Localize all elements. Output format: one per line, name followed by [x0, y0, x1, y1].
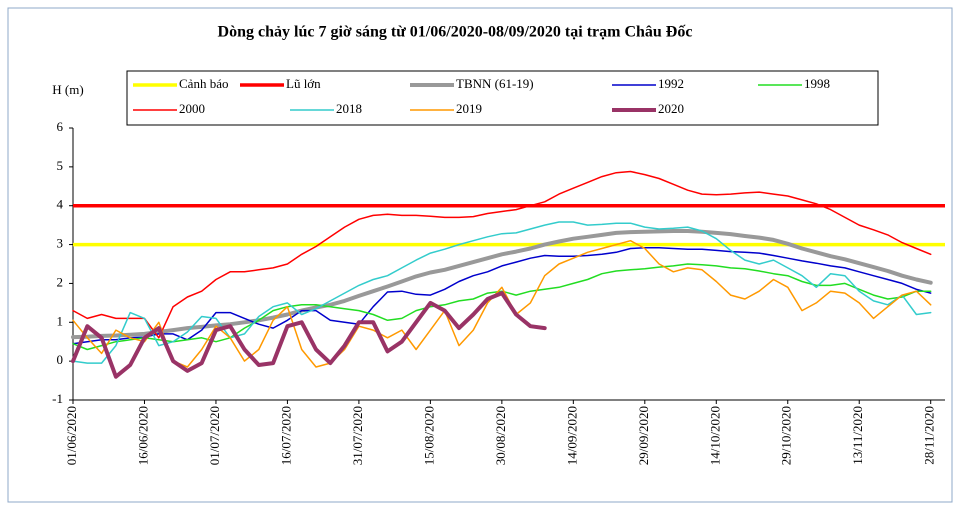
legend-label: Cảnh báo: [179, 76, 228, 91]
x-tick-label: 29/10/2020: [779, 406, 794, 465]
legend-label: 1992: [658, 76, 684, 91]
x-tick-label: 29/09/2020: [636, 406, 651, 465]
series-line: [71, 291, 547, 379]
x-tick-label: 14/09/2020: [564, 406, 579, 465]
x-tick-label: 14/10/2020: [707, 406, 722, 465]
x-tick-label: 16/06/2020: [135, 406, 150, 465]
chart-title: Dòng chảy lúc 7 giờ sáng từ 01/06/2020-0…: [218, 24, 693, 41]
series-line: [72, 239, 932, 368]
legend-label: 2018: [336, 101, 362, 116]
x-tick-label: 31/07/2020: [350, 406, 365, 465]
x-tick-label: 16/07/2020: [278, 406, 293, 465]
x-tick-label: 30/08/2020: [493, 406, 508, 465]
x-tick-label: 13/11/2020: [850, 406, 865, 465]
x-tick-label: 01/07/2020: [207, 406, 222, 465]
legend-label: 2020: [658, 101, 684, 116]
legend-box: [126, 70, 879, 126]
y-tick-label: 5: [57, 158, 64, 173]
series-line: [72, 221, 932, 364]
y-tick-label: 2: [57, 274, 64, 289]
y-tick-label: 0: [57, 352, 64, 367]
legend-label: 2000: [179, 101, 205, 116]
legend-label: Lũ lớn: [286, 76, 321, 91]
x-tick-label: 01/06/2020: [64, 406, 79, 465]
legend-label: TBNN (61-19): [456, 76, 534, 91]
y-tick-label: -1: [52, 391, 63, 406]
y-axis-label: H (m): [52, 82, 83, 97]
y-tick-label: 6: [57, 119, 64, 134]
series-line: [72, 170, 932, 339]
legend-label: 2019: [456, 101, 482, 116]
y-tick-label: 1: [57, 313, 64, 328]
series-line: [71, 229, 933, 340]
legend-label: 1998: [804, 76, 830, 91]
x-tick-label: 28/11/2020: [922, 406, 937, 465]
y-tick-label: 3: [57, 236, 64, 251]
series-line: [72, 246, 932, 345]
y-tick-label: 4: [57, 197, 64, 212]
x-tick-label: 15/08/2020: [421, 406, 436, 465]
